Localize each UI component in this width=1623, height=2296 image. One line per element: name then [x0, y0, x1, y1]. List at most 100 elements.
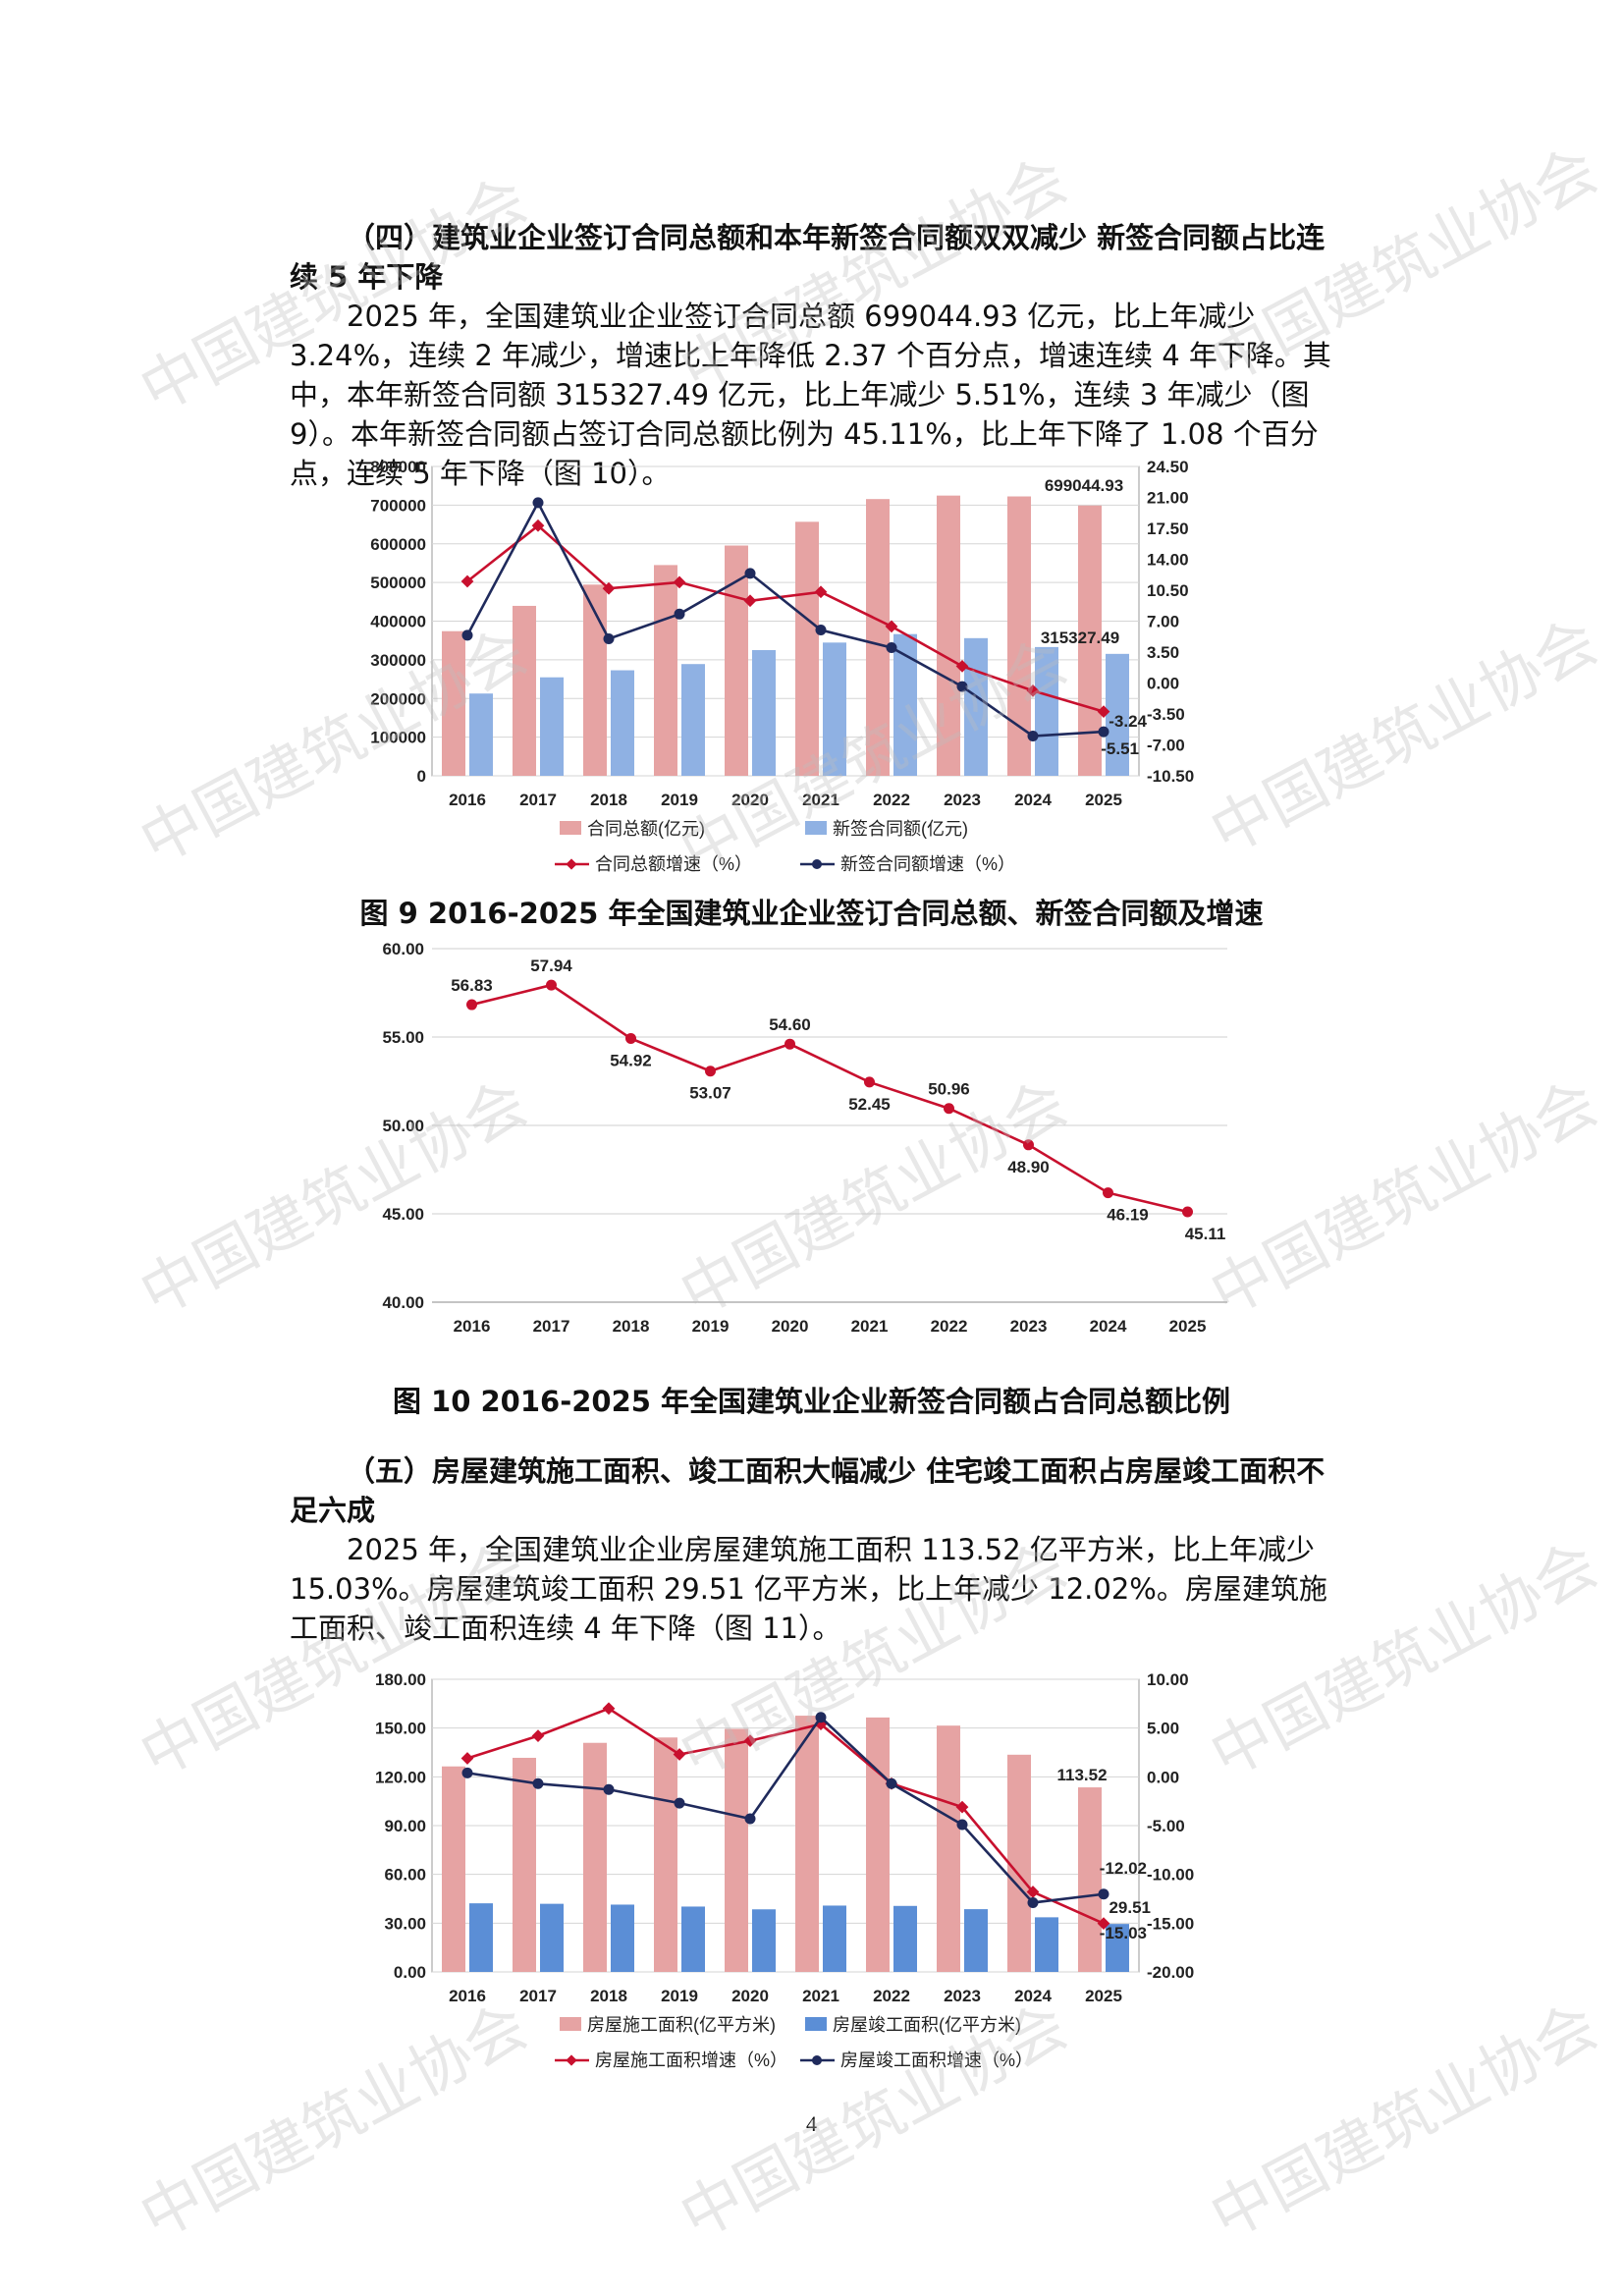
bar [442, 630, 465, 776]
x-axis-tick: 2016 [449, 1987, 486, 2005]
x-axis-tick: 2020 [731, 791, 769, 809]
bar [752, 649, 776, 776]
line-marker [955, 1800, 969, 1814]
x-axis-tick: 2023 [944, 791, 981, 809]
watermark: 中国建筑业协会 [1198, 604, 1609, 868]
legend-swatch [560, 2017, 581, 2031]
data-label: 57.94 [530, 957, 572, 975]
line-marker [1103, 1187, 1113, 1199]
left-axis-tick: 120.00 [375, 1768, 426, 1786]
right-axis-tick: 10.50 [1147, 581, 1189, 600]
bar [725, 545, 748, 776]
x-axis-tick: 2018 [613, 1317, 650, 1334]
x-axis-tick: 2024 [1014, 791, 1052, 809]
x-axis-tick: 2025 [1085, 791, 1122, 809]
legend-label: 房屋竣工面积(亿平方米) [833, 2015, 1021, 2035]
page-number: 4 [806, 2111, 817, 2136]
bar [540, 1903, 564, 1972]
x-axis-tick: 2017 [533, 1317, 570, 1334]
line-marker [1098, 726, 1109, 738]
bar [681, 664, 705, 776]
legend-marker [812, 2055, 822, 2065]
line-marker [532, 497, 544, 509]
data-label: 54.60 [769, 1015, 811, 1034]
line-marker [815, 1712, 827, 1723]
line-marker [602, 1702, 616, 1716]
left-axis-tick: 180.00 [375, 1670, 426, 1689]
line-marker [674, 1797, 685, 1809]
right-axis-tick: 14.00 [1147, 551, 1189, 570]
bar [583, 584, 607, 776]
bar [795, 521, 819, 776]
left-axis-tick: 200000 [370, 689, 426, 708]
bar [823, 642, 846, 776]
legend-swatch [805, 821, 827, 835]
line-marker [531, 1729, 545, 1742]
bar [654, 565, 677, 776]
legend-marker [566, 858, 577, 870]
line-marker [886, 1777, 897, 1789]
x-axis-tick: 2018 [590, 1987, 627, 2005]
left-axis-tick: 400000 [370, 613, 426, 631]
y-axis-tick: 60.00 [382, 940, 424, 958]
left-axis-tick: 150.00 [375, 1720, 426, 1738]
legend-label: 新签合同额增速（%） [840, 854, 1015, 874]
bar [725, 1728, 748, 1972]
bar [442, 1766, 465, 1972]
legend-marker [566, 2054, 577, 2066]
bar [893, 1905, 917, 1972]
bar [752, 1909, 776, 1972]
legend-label: 房屋施工面积(亿平方米) [587, 2015, 776, 2035]
section4-heading: （四）建筑业企业签订合同总额和本年新签合同额双双减少 新签合同额占比连续 5 年… [290, 221, 1325, 294]
data-label: 315327.49 [1041, 629, 1119, 647]
legend-label: 合同总额增速（%） [595, 854, 752, 874]
line-marker [603, 633, 615, 644]
fig9-chart: 800000 700000 600000 500000 400000 300000 2000… [370, 458, 1194, 874]
bar [654, 1737, 677, 1972]
line-marker [461, 629, 473, 641]
section4-body: 2025 年，全国建筑业企业签订合同总额 699044.93 亿元，比上年减少 … [290, 300, 1331, 490]
right-axis-tick: -20.00 [1147, 1963, 1194, 1982]
fig11-chart: 180.00 150.00 120.00 90.00 60.00 30.00 0.00 10.… [375, 1670, 1194, 2070]
data-label: -3.24 [1109, 712, 1147, 731]
bar [866, 1717, 890, 1972]
right-axis-tick: 7.00 [1147, 613, 1179, 631]
line-marker [815, 625, 827, 635]
x-axis-tick: 2019 [661, 791, 698, 809]
left-axis-tick: 300000 [370, 651, 426, 670]
x-axis-tick: 2016 [454, 1317, 491, 1334]
right-axis-tick: 0.00 [1147, 675, 1179, 693]
data-label: 52.45 [848, 1095, 891, 1114]
left-axis-tick: 600000 [370, 535, 426, 554]
bar [1106, 653, 1129, 776]
right-axis-tick: -10.00 [1147, 1866, 1194, 1885]
data-label: 48.90 [1007, 1158, 1050, 1176]
fig9-caption: 图 9 2016-2025 年全国建筑业企业签订合同总额、新签合同额及增速 [359, 897, 1264, 930]
y-axis-tick: 45.00 [382, 1205, 424, 1224]
bar [1035, 1917, 1058, 1972]
bar [795, 1716, 819, 1972]
legend-marker [812, 859, 822, 869]
bar [866, 499, 890, 776]
right-axis-tick: 21.00 [1147, 489, 1189, 508]
x-axis-tick: 2019 [692, 1317, 730, 1334]
line-marker [674, 608, 685, 620]
bar [1007, 1754, 1031, 1972]
legend-label: 房屋竣工面积增速（%） [840, 2050, 1033, 2070]
bar [469, 1903, 493, 1972]
x-axis-tick: 2016 [449, 791, 486, 809]
right-axis-tick: 24.50 [1147, 458, 1189, 476]
x-axis-tick: 2017 [519, 1987, 557, 2005]
series-line [466, 1707, 1105, 1925]
y-axis-tick: 55.00 [382, 1028, 424, 1047]
line-marker [546, 979, 557, 991]
data-label: -12.02 [1100, 1859, 1147, 1878]
bar [513, 605, 536, 776]
data-label: 53.07 [689, 1084, 731, 1103]
line-marker [603, 1783, 615, 1795]
data-label: 54.92 [610, 1051, 652, 1069]
line-marker [1023, 1139, 1034, 1151]
left-axis-tick: 500000 [370, 574, 426, 592]
data-label: -5.51 [1101, 739, 1139, 758]
